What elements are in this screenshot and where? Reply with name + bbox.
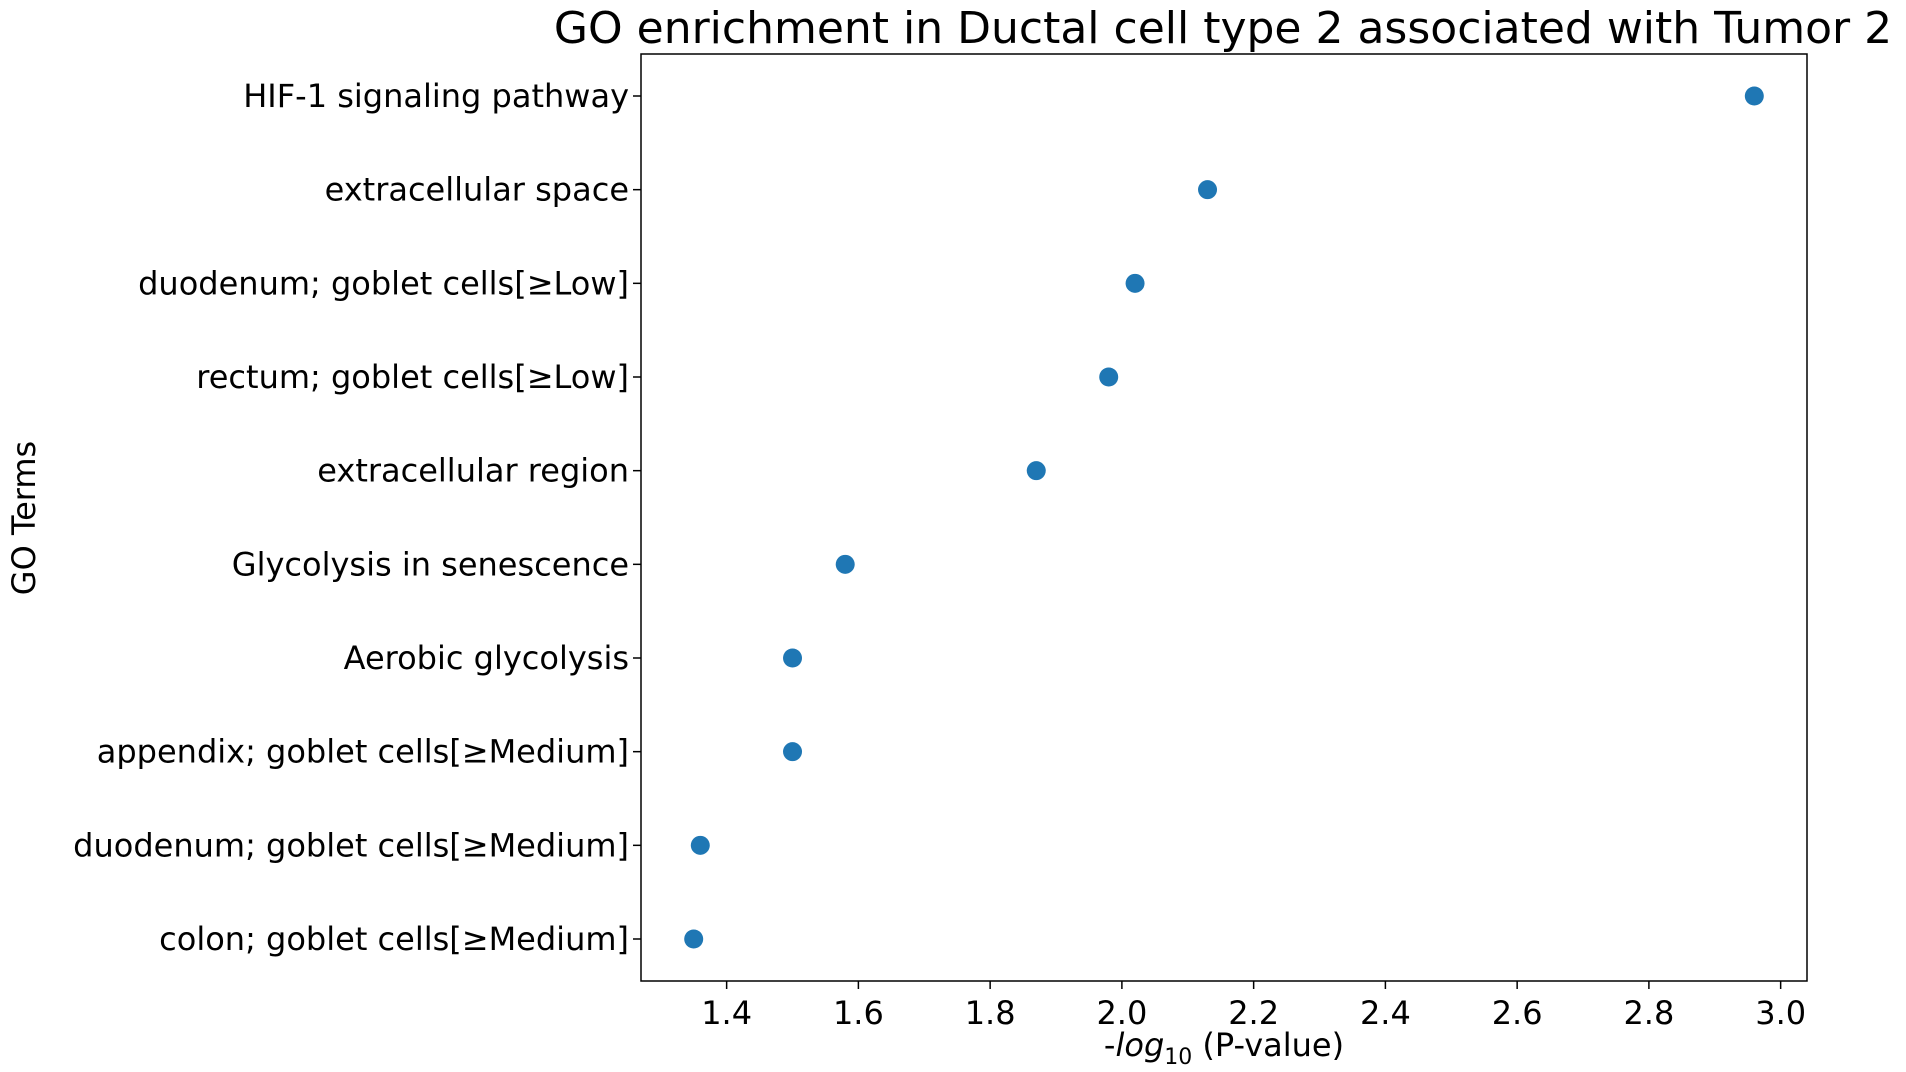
data-point <box>783 648 803 668</box>
y-tick-label: duodenum; goblet cells[≥Medium] <box>73 826 629 864</box>
y-axis-label: GO Terms <box>5 441 43 595</box>
x-tick-label: 1.4 <box>701 994 752 1032</box>
data-point <box>684 929 704 949</box>
x-tick-label: 2.4 <box>1360 994 1411 1032</box>
x-tick-label: 2.6 <box>1492 994 1543 1032</box>
x-tick-label: 1.8 <box>965 994 1016 1032</box>
y-axis-ticks: HIF-1 signaling pathway extracellular spa… <box>73 77 641 958</box>
data-point <box>1099 367 1119 387</box>
x-tick-label: 2.0 <box>1096 994 1147 1032</box>
y-tick-label: colon; goblet cells[≥Medium] <box>159 920 629 958</box>
plot-area-frame <box>640 53 1808 982</box>
data-point <box>835 554 855 574</box>
y-tick-label: Aerobic glycolysis <box>344 639 629 677</box>
x-axis-ticks: 1.4 1.6 1.8 2.0 2.2 2.4 2.6 2.8 3.0 <box>701 981 1806 1032</box>
data-point <box>690 835 710 855</box>
chart-title: GO enrichment in Ductal cell type 2 asso… <box>554 3 1892 54</box>
data-point <box>1198 180 1218 200</box>
y-tick-label: Glycolysis in senescence <box>232 545 629 583</box>
x-tick-label: 1.6 <box>833 994 884 1032</box>
data-points <box>684 86 1764 949</box>
y-tick-label: extracellular space <box>325 171 629 209</box>
data-point <box>1026 461 1046 481</box>
y-tick-label: extracellular region <box>317 452 629 490</box>
x-axis-label: -log10 (P-value) <box>1104 1026 1344 1070</box>
data-point <box>1125 273 1145 293</box>
x-tick-label: 2.8 <box>1623 994 1674 1032</box>
y-tick-label: rectum; goblet cells[≥Low] <box>196 358 629 396</box>
data-point <box>783 742 803 762</box>
x-tick-label: 2.2 <box>1228 994 1279 1032</box>
data-point <box>1744 86 1764 106</box>
y-tick-label: duodenum; goblet cells[≥Low] <box>138 264 629 302</box>
x-tick-label: 3.0 <box>1755 994 1806 1032</box>
y-tick-label: appendix; goblet cells[≥Medium] <box>97 733 629 771</box>
y-tick-label: HIF-1 signaling pathway <box>243 77 629 115</box>
